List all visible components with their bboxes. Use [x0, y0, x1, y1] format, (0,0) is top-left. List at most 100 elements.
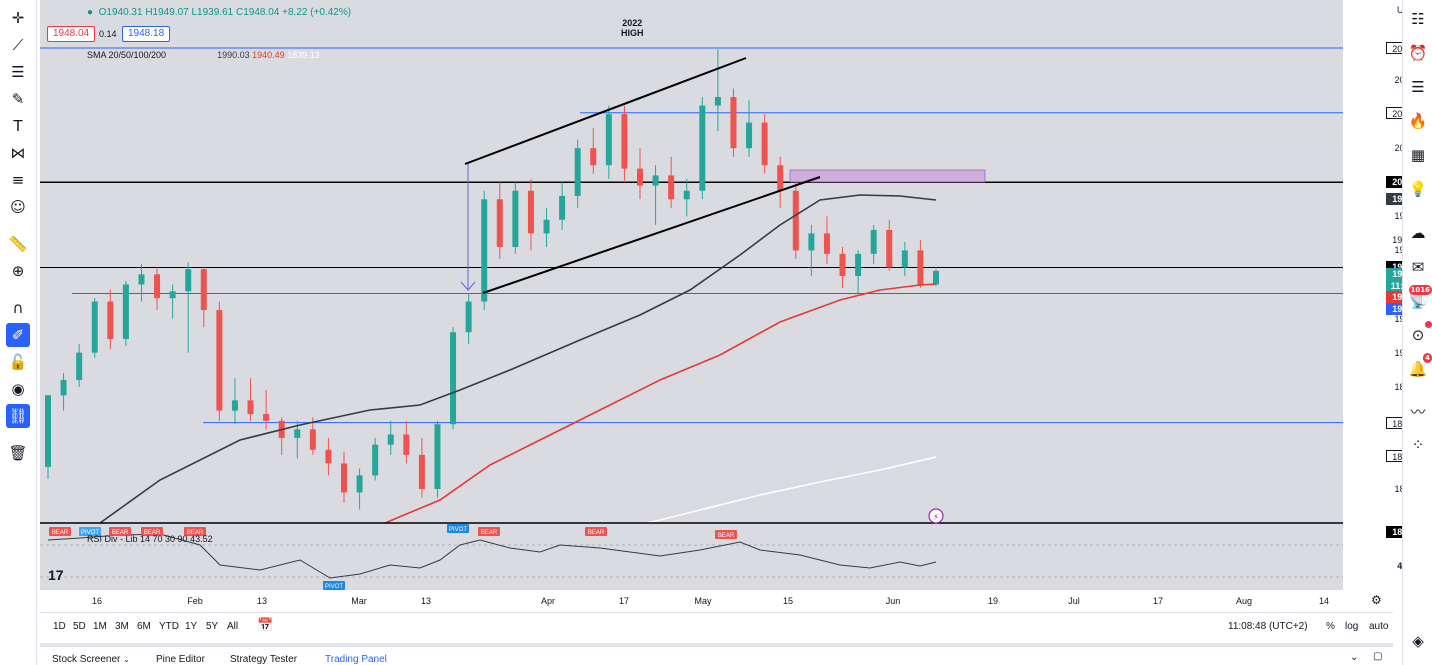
candle-body: [325, 449, 332, 464]
sma-100-line: [384, 283, 937, 524]
candle: [886, 219, 893, 271]
candle-body: [855, 253, 862, 276]
dom-icon[interactable]: ⁘: [1411, 436, 1425, 454]
signal-box: [141, 527, 163, 536]
calendar-icon[interactable]: ▦: [1410, 146, 1426, 164]
hotlist-fire-icon[interactable]: 🔥: [1408, 112, 1428, 130]
candle-body: [590, 148, 597, 166]
magnet-icon[interactable]: ∩: [12, 299, 24, 317]
candle-body: [107, 301, 114, 340]
candle: [683, 178, 690, 217]
candle: [91, 298, 98, 358]
candle: [76, 344, 83, 387]
bear-signal: BEAR: [184, 527, 206, 536]
ohlc-legend: ● O1940.31 H1949.07 L1939.61 C1948.04 +8…: [87, 7, 351, 18]
clock-timezone[interactable]: 11:08:48 (UTC+2): [1228, 621, 1308, 632]
candle-body: [746, 122, 753, 149]
channel-top-line: [464, 57, 747, 165]
ideas-bulb-icon[interactable]: 💡: [1408, 180, 1428, 198]
crosshair-icon[interactable]: ✛: [11, 9, 25, 27]
emoji-icon[interactable]: ☺: [10, 198, 26, 216]
text-icon[interactable]: T: [13, 117, 23, 135]
tab-pine-editor[interactable]: Pine Editor: [156, 654, 205, 665]
range-6m[interactable]: 6M: [137, 621, 151, 632]
auto-toggle[interactable]: auto: [1369, 621, 1389, 632]
sell-price-button[interactable]: 1948.04: [47, 26, 96, 42]
layers-icon[interactable]: ◈: [1412, 632, 1424, 650]
chats-icon[interactable]: ☁: [1410, 224, 1426, 242]
candle: [309, 417, 316, 455]
candle-body: [450, 332, 457, 425]
candle: [450, 327, 457, 430]
chart-panel[interactable]: BEAR BEAR BEAR BEAR BEAR BEAR BEAR PIVOT PIVOT PI…: [40, 0, 1431, 610]
time-tick: May: [694, 596, 712, 606]
messages-icon[interactable]: ✉: [1411, 258, 1425, 276]
candle: [574, 139, 581, 208]
signal-box: [109, 527, 131, 536]
range-1y[interactable]: 1Y: [185, 621, 198, 632]
range-3m[interactable]: 3M: [115, 621, 129, 632]
tab-stock-screener[interactable]: Stock Screener ⌄: [52, 654, 130, 665]
zoom-icon[interactable]: ⊕: [11, 262, 25, 280]
pattern-icon[interactable]: ⋈: [10, 144, 26, 162]
range-5d[interactable]: 5D: [73, 621, 86, 632]
sync-drawings-icon[interactable]: ⛓: [6, 404, 30, 428]
range-5y[interactable]: 5Y: [206, 621, 219, 632]
candle: [543, 207, 550, 248]
time-tick: 15: [782, 596, 794, 606]
candle-body: [200, 269, 207, 311]
time-tick: 16: [91, 596, 103, 606]
fib-icon[interactable]: ≡: [11, 171, 25, 189]
percent-toggle[interactable]: %: [1326, 621, 1335, 632]
buy-price-button[interactable]: 1948.18: [122, 26, 171, 42]
goto-date-icon[interactable]: 📅: [257, 618, 274, 633]
watchlist-icon[interactable]: ☷: [1411, 10, 1425, 28]
maximize-panel-icon[interactable]: ▢: [1373, 651, 1383, 662]
tab-strategy-tester[interactable]: Strategy Tester: [230, 654, 298, 665]
candle: [527, 178, 534, 251]
candle: [325, 437, 332, 476]
range-1d[interactable]: 1D: [53, 621, 66, 632]
trading-icon[interactable]: 〰: [1410, 402, 1426, 421]
data-window-icon[interactable]: ☰: [1411, 78, 1425, 96]
notifications-badge: 4: [1423, 353, 1432, 363]
eye-icon[interactable]: ◉: [11, 380, 25, 398]
range-ytd[interactable]: YTD: [159, 621, 179, 632]
signal-text: BEAR: [718, 533, 735, 539]
candle: [107, 289, 114, 350]
candle-body: [356, 475, 363, 493]
candle-body: [154, 274, 161, 299]
bear-signal: BEAR: [585, 527, 607, 536]
broadcast-icon[interactable]: ⊙: [1406, 321, 1432, 347]
lock-icon[interactable]: 🔓: [8, 353, 28, 371]
brush-icon[interactable]: ✎: [11, 90, 25, 108]
date-range-bar: 1D 5D 1M 3M 6M YTD 1Y 5Y All 📅 11:08:48 …: [40, 612, 1393, 640]
candle: [138, 264, 145, 302]
candle-body: [714, 97, 721, 106]
trend-line-icon[interactable]: ⟋: [12, 36, 24, 54]
range-all[interactable]: All: [227, 621, 239, 632]
trash-icon[interactable]: 🗑: [8, 444, 28, 462]
horizontal-lines-icon[interactable]: ☰: [11, 63, 25, 81]
price-chart[interactable]: BEAR BEAR BEAR BEAR BEAR BEAR BEAR PIVOT PIVOT PI…: [40, 0, 1393, 610]
time-tick: Jul: [1068, 596, 1080, 606]
rsi-legend-title: RSI Div - Lib 14 70 30 90: [87, 534, 188, 544]
range-1m[interactable]: 1M: [93, 621, 107, 632]
signal-text: PIVOT: [449, 527, 467, 533]
candle: [559, 182, 566, 230]
chart-settings-gear-icon[interactable]: ⚙: [1371, 593, 1382, 607]
ruler-icon[interactable]: 📏: [8, 235, 28, 253]
candle: [341, 451, 347, 503]
candle-body: [668, 175, 675, 200]
tab-trading-panel[interactable]: Trading Panel: [325, 654, 387, 665]
time-tick: 19: [987, 596, 999, 606]
streams-icon[interactable]: 📡 1016: [1408, 285, 1432, 310]
signal-text: BEAR: [187, 530, 204, 536]
notifications-bell-icon[interactable]: 🔔 4: [1408, 353, 1432, 378]
stay-in-drawing-mode-icon[interactable]: ✐: [6, 323, 30, 347]
minimize-panel-icon[interactable]: ⌄: [1350, 652, 1359, 663]
log-toggle[interactable]: log: [1345, 621, 1359, 632]
alerts-clock-icon[interactable]: ⏰: [1408, 44, 1428, 62]
candle: [901, 241, 908, 276]
candle-body: [777, 165, 784, 191]
